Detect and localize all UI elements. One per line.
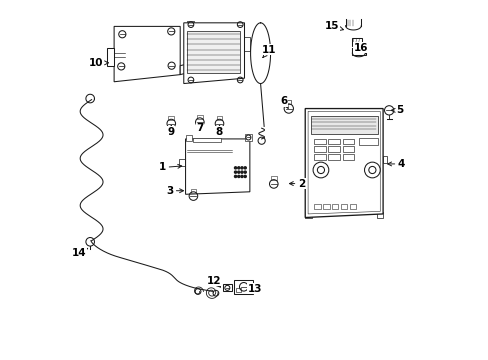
Circle shape bbox=[234, 171, 236, 173]
Bar bbox=[235, 288, 241, 292]
Bar bbox=[216, 116, 222, 120]
Text: 4: 4 bbox=[387, 159, 405, 169]
Bar bbox=[351, 49, 365, 55]
Bar bbox=[328, 154, 339, 160]
Polygon shape bbox=[382, 156, 386, 163]
Text: 6: 6 bbox=[280, 96, 287, 108]
Polygon shape bbox=[185, 139, 249, 194]
Polygon shape bbox=[187, 21, 194, 26]
Text: 1: 1 bbox=[159, 162, 182, 172]
Circle shape bbox=[244, 175, 246, 177]
Bar bbox=[340, 204, 346, 208]
Circle shape bbox=[237, 171, 240, 173]
Polygon shape bbox=[305, 109, 382, 217]
Bar bbox=[197, 115, 203, 118]
Circle shape bbox=[234, 175, 236, 177]
Text: 12: 12 bbox=[206, 276, 221, 287]
Bar bbox=[234, 280, 253, 294]
Bar bbox=[328, 147, 339, 152]
Bar bbox=[342, 154, 353, 160]
Bar bbox=[358, 138, 378, 145]
Bar bbox=[313, 204, 320, 208]
Polygon shape bbox=[114, 26, 180, 82]
Circle shape bbox=[234, 167, 236, 169]
Bar bbox=[313, 154, 325, 160]
Polygon shape bbox=[179, 158, 185, 166]
Bar bbox=[244, 134, 251, 141]
Bar bbox=[187, 31, 240, 73]
Text: 14: 14 bbox=[72, 248, 87, 258]
Text: 15: 15 bbox=[324, 21, 343, 31]
Bar bbox=[342, 147, 353, 152]
Text: 16: 16 bbox=[353, 43, 367, 53]
Text: 9: 9 bbox=[167, 126, 175, 137]
Bar bbox=[342, 139, 353, 144]
Text: 13: 13 bbox=[247, 284, 262, 294]
Circle shape bbox=[241, 167, 243, 169]
Text: 7: 7 bbox=[196, 123, 203, 133]
Polygon shape bbox=[376, 212, 382, 217]
Polygon shape bbox=[307, 111, 380, 214]
Polygon shape bbox=[107, 48, 114, 66]
Bar bbox=[190, 189, 196, 193]
Polygon shape bbox=[305, 212, 311, 217]
Bar bbox=[223, 284, 231, 292]
Polygon shape bbox=[180, 64, 187, 75]
Bar bbox=[185, 135, 192, 141]
Bar bbox=[168, 116, 174, 120]
Circle shape bbox=[244, 171, 246, 173]
Polygon shape bbox=[183, 23, 244, 84]
Circle shape bbox=[237, 167, 240, 169]
Text: 10: 10 bbox=[89, 58, 108, 68]
Text: 2: 2 bbox=[289, 179, 305, 189]
Circle shape bbox=[237, 175, 240, 177]
Bar bbox=[270, 176, 276, 180]
Circle shape bbox=[241, 175, 243, 177]
Bar bbox=[310, 116, 377, 134]
Text: 5: 5 bbox=[390, 105, 403, 115]
Bar bbox=[323, 204, 329, 208]
Text: 11: 11 bbox=[262, 45, 276, 58]
Text: 3: 3 bbox=[165, 186, 183, 196]
Text: 8: 8 bbox=[215, 125, 223, 137]
Bar bbox=[286, 100, 290, 104]
Bar bbox=[351, 38, 362, 46]
Polygon shape bbox=[244, 37, 249, 51]
Circle shape bbox=[244, 167, 246, 169]
Bar bbox=[313, 147, 325, 152]
Bar bbox=[328, 139, 339, 144]
Bar bbox=[313, 139, 325, 144]
Circle shape bbox=[241, 171, 243, 173]
Bar bbox=[331, 204, 338, 208]
Bar bbox=[349, 204, 356, 208]
Bar bbox=[192, 138, 221, 142]
